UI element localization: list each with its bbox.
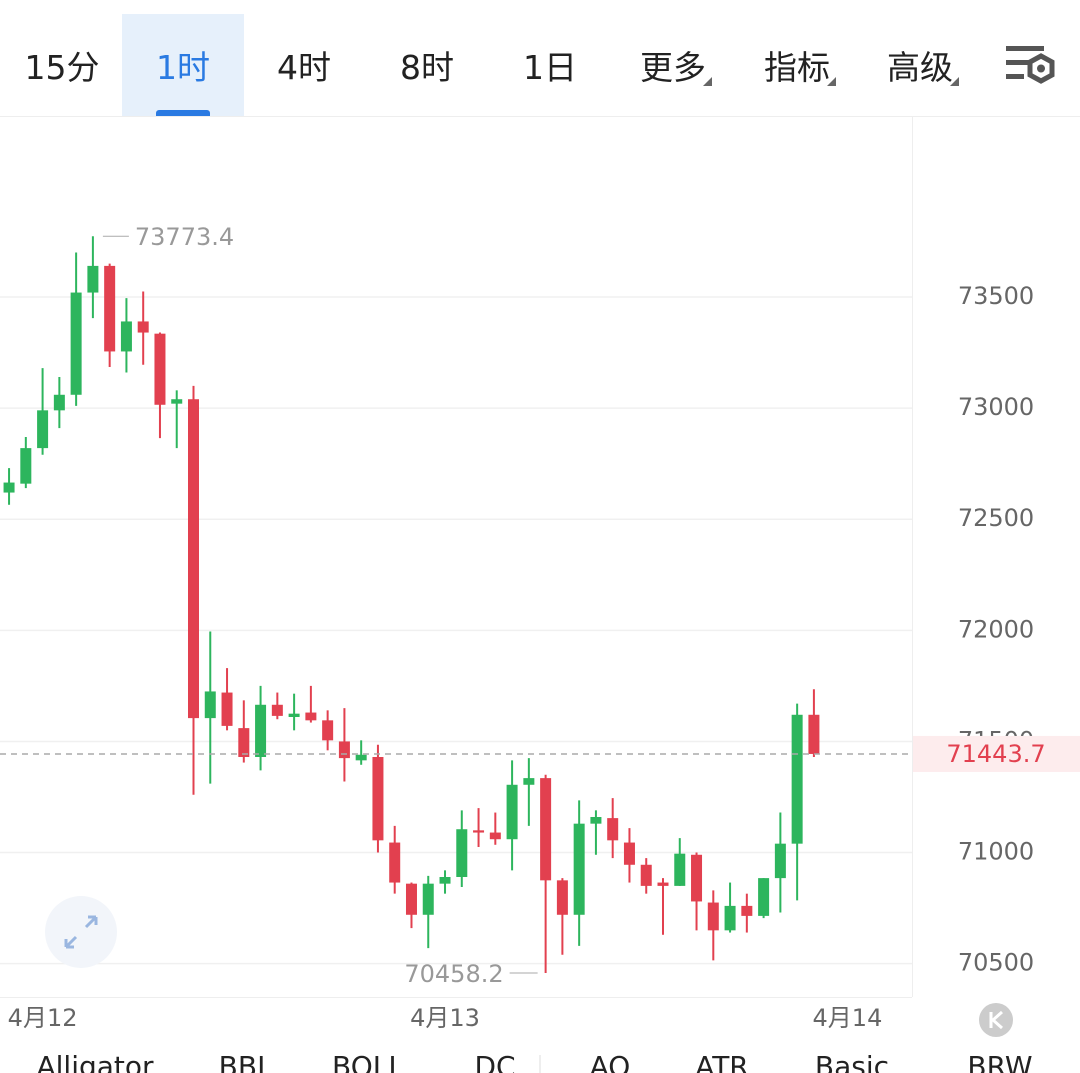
candle-body: [221, 692, 233, 726]
candle-body: [456, 829, 468, 877]
indicator-tab[interactable]: BBI: [218, 1050, 266, 1073]
candle-body: [724, 905, 736, 931]
candle-body: [473, 830, 485, 833]
candle-body: [758, 878, 770, 916]
indicator-tab[interactable]: ATR: [695, 1050, 749, 1073]
candle-body: [255, 704, 267, 757]
tab[interactable]: 4时: [277, 48, 331, 87]
candle-body: [691, 854, 703, 902]
y-tick-label: 70500: [958, 949, 1034, 977]
candle-body: [556, 880, 568, 915]
candle-body: [204, 691, 216, 719]
candle-body: [305, 712, 317, 721]
candle-body: [37, 410, 49, 449]
candle-body: [288, 713, 300, 717]
tab-label: 高级: [887, 48, 953, 87]
tab[interactable]: 高级: [859, 14, 981, 116]
indicator-tab[interactable]: AO: [589, 1050, 631, 1073]
x-tick-label: 4月14: [813, 1004, 883, 1032]
candle-body: [20, 448, 32, 484]
tab-label: 更多: [640, 48, 706, 87]
tab[interactable]: 8时: [400, 48, 454, 87]
candle-body: [238, 728, 250, 757]
candle-body: [489, 832, 501, 840]
last-price-label: 71443.7: [946, 740, 1045, 768]
candle-body: [70, 292, 82, 395]
plot: 705007100071500720007250073000735004月124…: [0, 223, 1080, 1032]
y-tick-label: 73000: [958, 393, 1034, 421]
tab[interactable]: 15分: [24, 48, 100, 87]
y-tick-label: 71000: [958, 838, 1034, 866]
candle-body: [439, 877, 451, 884]
candle-body: [707, 902, 719, 931]
candle-body: [322, 720, 334, 741]
candle-body: [271, 704, 283, 716]
tab[interactable]: 1日: [523, 48, 577, 87]
reset-button[interactable]: [979, 1003, 1013, 1037]
min-label: 70458.2: [404, 960, 503, 988]
candle-body: [154, 333, 166, 405]
indicator-tab[interactable]: Basic: [814, 1050, 890, 1073]
candle-body: [355, 754, 367, 761]
last-price-tag: [913, 735, 1080, 772]
candle-body: [372, 757, 384, 841]
indicator-tab[interactable]: DC: [474, 1050, 516, 1073]
indicator-tab[interactable]: Alligator: [36, 1050, 154, 1073]
x-tick-label: 4月12: [8, 1004, 78, 1032]
candle-body: [188, 399, 200, 719]
candle-body: [506, 784, 518, 840]
candle-body: [573, 823, 585, 915]
indicator-tab[interactable]: BOLL: [332, 1050, 404, 1073]
candle-body: [137, 321, 149, 333]
candle-body: [640, 864, 652, 886]
tab[interactable]: 指标: [736, 14, 858, 116]
candle-body: [590, 817, 602, 824]
settings-icon[interactable]: [1006, 46, 1055, 84]
tab-indicator: [156, 110, 210, 116]
tab-label: 指标: [764, 48, 830, 87]
candle-body: [791, 714, 803, 844]
tab[interactable]: 更多: [612, 14, 734, 116]
candle-body: [422, 883, 434, 915]
candle-body: [540, 778, 552, 881]
tab-active[interactable]: 1时: [122, 14, 244, 116]
expand-button[interactable]: [45, 896, 117, 968]
candle-body: [3, 482, 15, 493]
candle-body: [171, 399, 183, 404]
candle-body: [808, 714, 820, 754]
x-tick-label: 4月13: [410, 1004, 480, 1032]
candle-body: [523, 778, 535, 785]
y-tick-label: 72500: [958, 504, 1034, 532]
candle-body: [607, 818, 619, 841]
indicator-tab[interactable]: BRW: [967, 1050, 1033, 1073]
candle-body: [623, 842, 635, 865]
candle-body: [87, 265, 99, 293]
candle-body: [53, 394, 65, 411]
candle-body: [674, 853, 686, 886]
y-tick-label: 72000: [958, 615, 1034, 643]
candle-body: [405, 883, 417, 915]
y-tick-label: 73500: [958, 282, 1034, 310]
candle-body: [741, 905, 753, 916]
candle-body: [120, 321, 132, 352]
candle-body: [338, 741, 350, 759]
candle-body: [774, 843, 786, 879]
max-label: 73773.4: [135, 223, 234, 251]
candle-body: [104, 265, 116, 352]
candle-body: [657, 882, 669, 886]
candle-body: [389, 842, 401, 883]
